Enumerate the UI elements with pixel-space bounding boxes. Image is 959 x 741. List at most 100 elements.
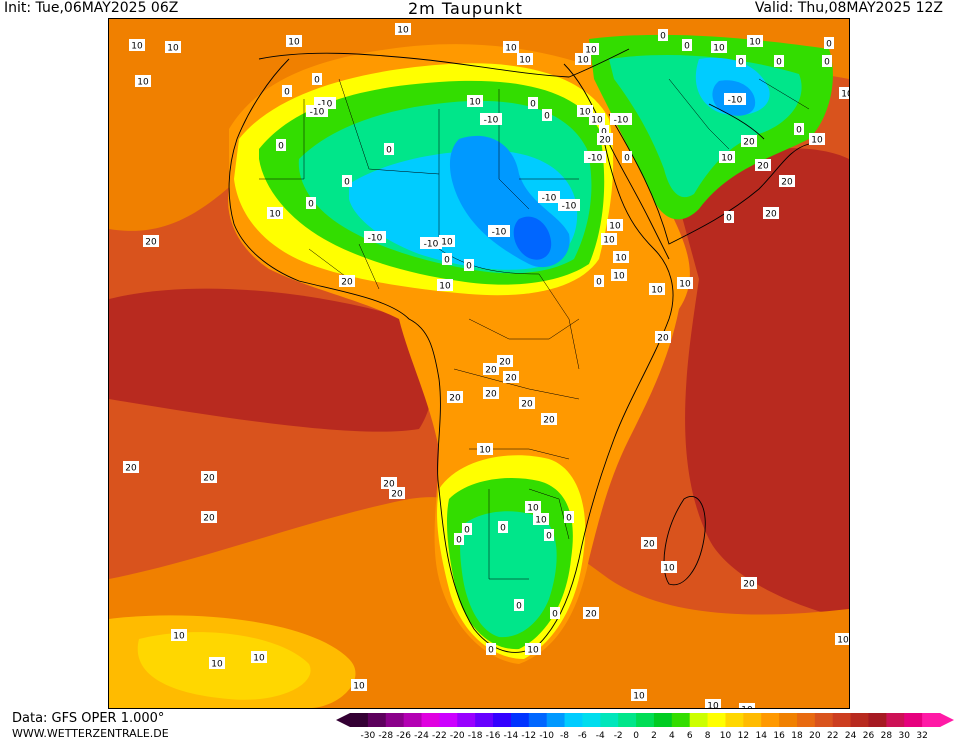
- contour-label: 10: [525, 643, 541, 656]
- contour-label-text: 10: [519, 56, 531, 66]
- contour-label-text: 10: [137, 78, 149, 88]
- contour-label-text: 0: [546, 532, 552, 542]
- contour-label: 10: [503, 41, 519, 54]
- legend-tick-label: 4: [669, 731, 675, 741]
- contour-label-text: 20: [145, 238, 157, 248]
- contour-label-text: 20: [743, 580, 755, 590]
- legend-swatch: [403, 713, 423, 727]
- contour-label-text: 20: [657, 334, 669, 344]
- contour-label-text: -10: [588, 154, 603, 164]
- legend-tick-label: 32: [916, 731, 927, 741]
- map-title: 2m Taupunkt: [408, 0, 523, 18]
- contour-label: -10: [610, 113, 632, 126]
- legend-tick-label: 22: [827, 731, 838, 741]
- contour-label: 0: [442, 253, 452, 266]
- coastline-madagascar: [663, 496, 706, 586]
- contour-label-text: -10: [492, 228, 507, 238]
- legend-swatch: [457, 713, 476, 727]
- contour-label: 10: [649, 283, 665, 296]
- contour-label: 10: [395, 23, 411, 36]
- contour-label-text: 0: [796, 126, 802, 136]
- color-legend: -30 -28 -26 -24 -22 -20 -18 -16 -14 -12 -10 -8 -6 -4-…: [334, 711, 958, 741]
- contour-label-text: 0: [776, 58, 782, 68]
- contour-label: 10: [135, 75, 151, 88]
- contour-label: 10: [739, 703, 755, 708]
- contour-label: 20: [519, 397, 535, 410]
- legend-swatch: [850, 713, 869, 727]
- contour-label: -10: [364, 231, 386, 244]
- contour-label-text: 20: [743, 138, 755, 148]
- legend-tick-label: 18: [791, 731, 803, 741]
- legend-swatch: [475, 713, 494, 727]
- contour-label: -10: [558, 199, 580, 212]
- contour-label: 20: [503, 371, 519, 384]
- contour-label: 0: [276, 139, 286, 152]
- contour-label-text: 0: [726, 214, 732, 224]
- contour-label-text: 10: [173, 632, 185, 642]
- legend-tick-label: 20: [809, 731, 821, 741]
- contour-label: 20: [655, 331, 671, 344]
- contour-label-text: 0: [314, 76, 320, 86]
- contour-label-text: 20: [485, 390, 497, 400]
- contour-label-text: 10: [679, 280, 691, 290]
- contour-label-text: 10: [633, 692, 645, 702]
- coastline-mediterranean: [258, 48, 630, 78]
- contour-label: 0: [542, 109, 552, 122]
- contour-label: 20: [201, 511, 217, 524]
- contour-label: 0: [486, 643, 496, 656]
- contour-label-text: 0: [596, 278, 602, 288]
- contour-label-text: -10: [318, 100, 333, 110]
- legend-tick-label: -10: [539, 731, 554, 741]
- legend-swatch: [600, 713, 619, 727]
- legend-tick-label: -14: [504, 731, 519, 741]
- contour-label: 20: [123, 461, 139, 474]
- contour-label-text: 0: [552, 610, 558, 620]
- contour-label-text: 20: [203, 514, 215, 524]
- legend-tick-label: 12: [738, 731, 749, 741]
- contour-label-text: 20: [449, 394, 461, 404]
- contour-label: 20: [201, 471, 217, 484]
- legend-swatch: [725, 713, 744, 727]
- legend-swatch: [421, 713, 440, 727]
- legend-tick-label: 28: [881, 731, 893, 741]
- contour-label: 0: [544, 529, 554, 542]
- contour-label-text: 20: [505, 374, 517, 384]
- contour-label: 20: [143, 235, 159, 248]
- legend-swatch: [510, 713, 530, 727]
- contour-label-text: 10: [505, 44, 517, 54]
- contour-label: 10: [525, 501, 541, 514]
- legend-tick-label: 6: [687, 731, 693, 741]
- contour-label-text: 20: [781, 178, 793, 188]
- contour-label-text: 10: [439, 282, 451, 292]
- contour-label-text: 0: [386, 146, 392, 156]
- contour-label-text: 20: [499, 358, 511, 368]
- legend-swatch: [832, 713, 852, 727]
- contour-label: 20: [389, 487, 405, 500]
- legend-tick-label: -22: [432, 731, 447, 741]
- field-ocean-hot-east: [669, 148, 849, 619]
- contour-label-text: 0: [488, 646, 494, 656]
- contour-label: 10: [517, 53, 533, 66]
- legend-tick-label: 0: [633, 731, 639, 741]
- contour-label-text: 20: [521, 400, 533, 410]
- contour-label: 10: [747, 35, 763, 48]
- contour-label-text: 0: [500, 524, 506, 534]
- contour-label-text: 10: [269, 210, 281, 220]
- legend-tick-label: -26: [396, 731, 411, 741]
- contour-label: 10: [477, 443, 493, 456]
- contour-label: 10: [439, 235, 455, 248]
- contour-label-text: 10: [585, 46, 597, 56]
- contour-label-text: 10: [353, 682, 365, 692]
- contour-label: 20: [497, 355, 513, 368]
- legend-swatch: [564, 713, 583, 727]
- legend-tick-label: -16: [486, 731, 501, 741]
- contour-label: 0: [514, 599, 524, 612]
- contour-label-text: 10: [811, 136, 823, 146]
- contour-label-text: 20: [543, 416, 555, 426]
- contour-label: 0: [384, 143, 394, 156]
- legend-swatch: [922, 713, 941, 727]
- contour-label: 0: [774, 55, 784, 68]
- contour-label: -10: [724, 93, 746, 106]
- coastline-persian-gulf: [708, 103, 765, 140]
- contour-label-text: 10: [441, 238, 453, 248]
